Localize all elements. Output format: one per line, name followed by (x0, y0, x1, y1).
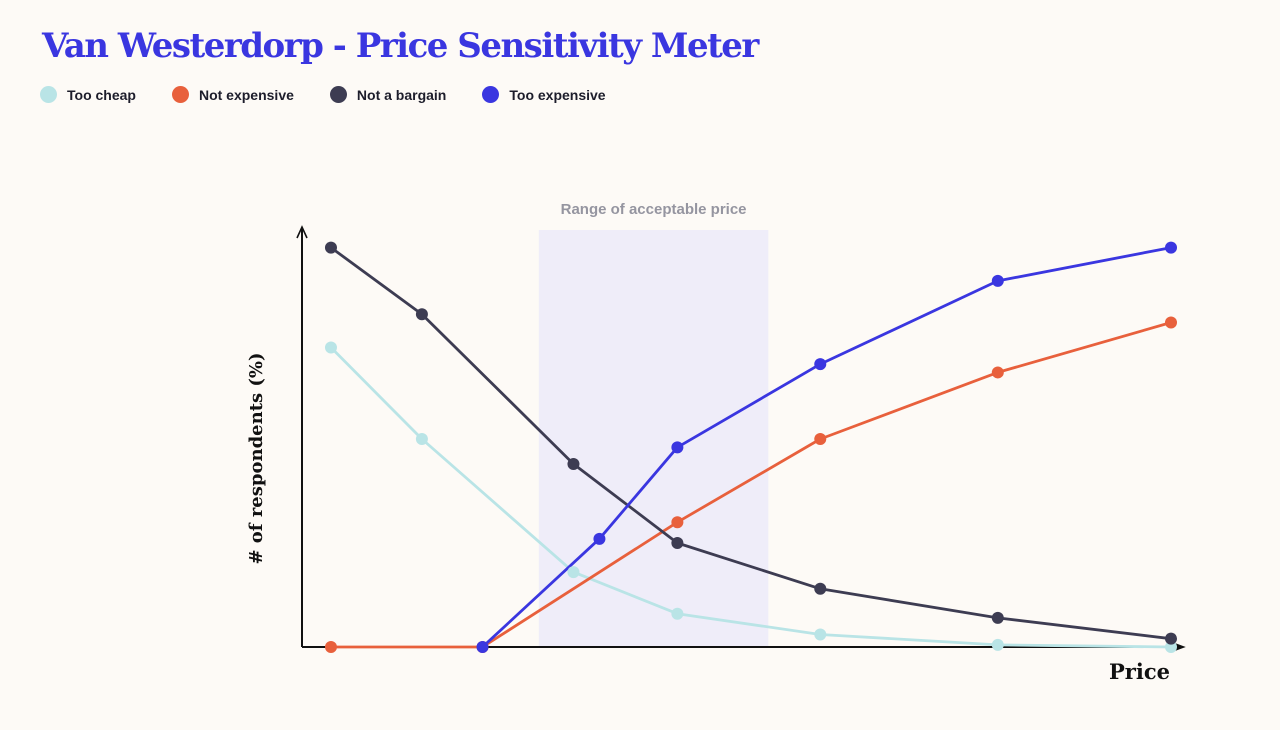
legend-label: Too expensive (509, 86, 606, 103)
data-point-too-expensive (814, 358, 827, 371)
data-point-not-a-bargain (415, 308, 428, 321)
legend-label: Too cheap (67, 86, 136, 103)
legend-swatch (482, 86, 500, 103)
x-axis-label: Price (1109, 659, 1170, 684)
data-point-too-expensive (593, 532, 606, 545)
data-point-too-cheap (991, 638, 1004, 651)
data-point-not-expensive (814, 433, 827, 445)
data-point-too-cheap (415, 433, 428, 445)
data-point-too-cheap (567, 566, 580, 579)
data-point-not-expensive (324, 641, 337, 653)
data-point-too-cheap (324, 341, 337, 354)
legend-item: Not expensive (171, 86, 294, 103)
data-point-not-expensive (991, 366, 1004, 379)
series-group (324, 241, 1177, 653)
data-point-too-expensive (476, 641, 489, 653)
legend-label: Not expensive (198, 86, 294, 103)
series-markers (324, 241, 1177, 653)
series-line-not-expensive (329, 321, 1173, 649)
series-line-too-expensive (481, 246, 1173, 649)
data-point-not-a-bargain (814, 582, 827, 595)
data-point-not-expensive (671, 516, 684, 529)
legend-label: Not a bargain (356, 86, 447, 103)
band-label: Range of acceptable price (561, 201, 747, 218)
y-axis-arrow (296, 225, 308, 239)
data-point-too-cheap (1165, 641, 1177, 653)
data-point-not-a-bargain (567, 457, 580, 470)
legend-item: Too expensive (482, 86, 606, 103)
legend-item: Not a bargain (329, 86, 447, 103)
legend-swatch (40, 86, 57, 103)
legend-swatch (329, 86, 347, 103)
legend-swatch (171, 86, 189, 103)
legend: Too cheap Not expensive Not a bargain Too e… (40, 86, 642, 103)
data-point-not-expensive (1165, 316, 1177, 329)
data-point-not-a-bargain (324, 241, 337, 254)
data-point-too-cheap (671, 607, 684, 620)
data-point-not-a-bargain (991, 611, 1004, 624)
data-point-not-a-bargain (1165, 632, 1177, 645)
y-axis-label: # of respondents (%) (246, 352, 267, 564)
chart-title: Van Westerdorp - Price Sensitivity Meter (42, 26, 759, 66)
data-point-too-expensive (1165, 241, 1177, 254)
data-point-not-a-bargain (671, 537, 684, 549)
data-point-too-expensive (671, 441, 684, 454)
data-point-too-cheap (814, 628, 827, 641)
legend-item: Too cheap (40, 86, 136, 103)
data-point-too-expensive (991, 274, 1004, 287)
acceptable-price-band (538, 230, 769, 647)
